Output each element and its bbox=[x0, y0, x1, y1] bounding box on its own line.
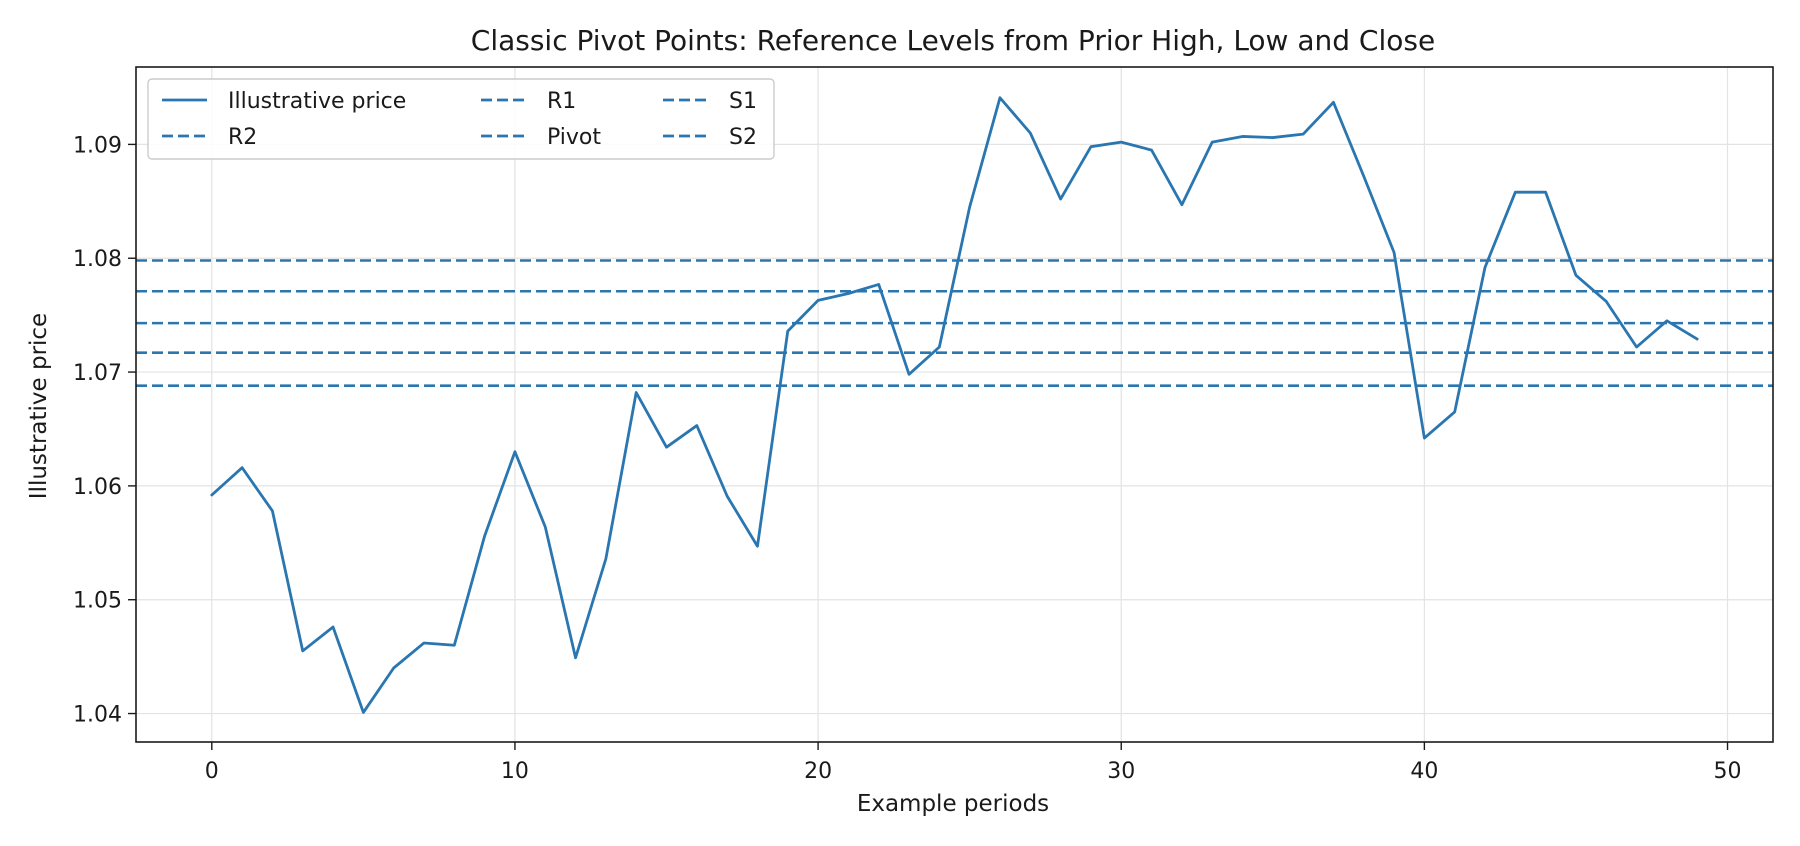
y-tick-label: 1.04 bbox=[73, 703, 122, 728]
plot-frame bbox=[135, 66, 1774, 743]
x-tick-label: 0 bbox=[205, 759, 219, 784]
legend-label: S2 bbox=[729, 125, 757, 150]
x-tick-label: 20 bbox=[804, 759, 832, 784]
price-series bbox=[210, 96, 1699, 714]
legend-label: R1 bbox=[547, 89, 576, 114]
y-tick-label: 1.08 bbox=[73, 247, 122, 272]
y-tick-label: 1.07 bbox=[73, 361, 122, 386]
y-tick-label: 1.06 bbox=[73, 475, 122, 500]
legend-label: Pivot bbox=[547, 125, 601, 150]
x-axis-label: Example periods bbox=[857, 791, 1049, 817]
pivot-levels bbox=[136, 259, 1773, 388]
y-tick-label: 1.09 bbox=[73, 133, 122, 158]
x-tick-label: 10 bbox=[501, 759, 529, 784]
chart-title: Classic Pivot Points: Reference Levels f… bbox=[471, 24, 1435, 57]
axis-ticks: 0 10 20 30 40 50 1.04 1.05 1.06 1.07 1.08 1.09 bbox=[73, 133, 1742, 784]
legend-label: S1 bbox=[729, 89, 757, 114]
legend-label: R2 bbox=[228, 125, 257, 150]
x-tick-label: 50 bbox=[1714, 759, 1742, 784]
y-tick-label: 1.05 bbox=[73, 589, 122, 614]
legend-label: Illustrative price bbox=[228, 89, 406, 114]
legend: Illustrative price R2 R1 Pivot S1 S2 bbox=[147, 78, 775, 160]
x-tick-label: 40 bbox=[1410, 759, 1438, 784]
x-tick-label: 30 bbox=[1107, 759, 1135, 784]
legend-frame bbox=[147, 78, 775, 160]
y-axis-label: Illustrative price bbox=[26, 313, 52, 499]
series-line-price bbox=[210, 96, 1699, 714]
grid-layer bbox=[136, 67, 1773, 742]
